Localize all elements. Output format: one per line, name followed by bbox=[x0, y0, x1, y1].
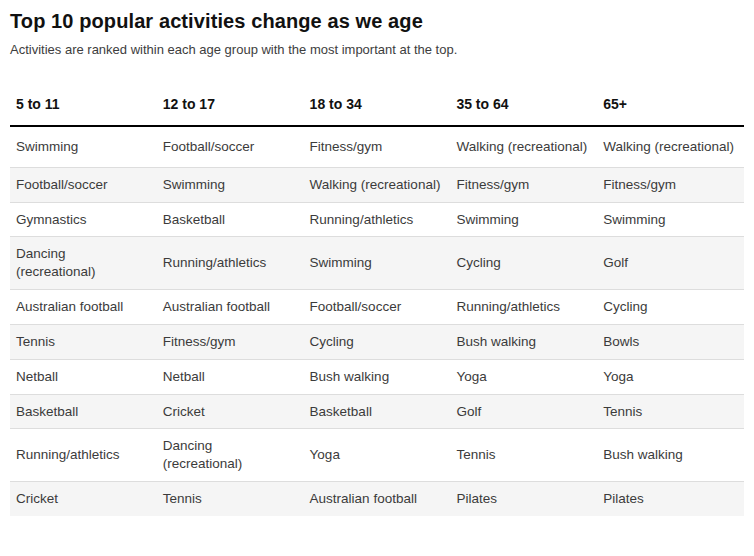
activity-cell: Swimming bbox=[157, 167, 304, 202]
activities-rank-table: 5 to 1112 to 1718 to 3435 to 6465+ Swimm… bbox=[10, 94, 744, 516]
activity-cell: Tennis bbox=[157, 481, 304, 515]
activity-cell: Basketball bbox=[10, 394, 157, 429]
page-subtitle: Activities are ranked within each age gr… bbox=[10, 42, 744, 57]
activity-cell: Yoga bbox=[304, 429, 451, 482]
activity-cell: Running/athletics bbox=[157, 237, 304, 290]
activity-cell: Cricket bbox=[10, 481, 157, 515]
column-header-age-group: 12 to 17 bbox=[157, 94, 304, 126]
activity-cell: Gymnastics bbox=[10, 202, 157, 237]
table-row-rank-6: TennisFitness/gymCyclingBush walkingBowl… bbox=[10, 324, 744, 359]
page: Top 10 popular activities change as we a… bbox=[0, 0, 754, 556]
table-row-rank-5: Australian footballAustralian footballFo… bbox=[10, 290, 744, 325]
activity-cell: Running/athletics bbox=[304, 202, 451, 237]
activity-cell: Cycling bbox=[450, 237, 597, 290]
activity-cell: Netball bbox=[10, 359, 157, 394]
table-header: 5 to 1112 to 1718 to 3435 to 6465+ bbox=[10, 94, 744, 126]
table-row-rank-2: Football/soccerSwimmingWalking (recreati… bbox=[10, 167, 744, 202]
activity-cell: Swimming bbox=[597, 202, 744, 237]
table-body: SwimmingFootball/soccerFitness/gymWalkin… bbox=[10, 126, 744, 516]
table-row-rank-1: SwimmingFootball/soccerFitness/gymWalkin… bbox=[10, 126, 744, 167]
activity-cell: Basketball bbox=[304, 394, 451, 429]
activity-cell: Bush walking bbox=[450, 324, 597, 359]
table-row-rank-3: GymnasticsBasketballRunning/athleticsSwi… bbox=[10, 202, 744, 237]
activity-cell: Fitness/gym bbox=[304, 126, 451, 167]
activity-cell: Walking (recreational) bbox=[597, 126, 744, 167]
activity-cell: Golf bbox=[450, 394, 597, 429]
activity-cell: Swimming bbox=[10, 126, 157, 167]
activity-cell: Dancing (recreational) bbox=[10, 237, 157, 290]
table-row-rank-8: BasketballCricketBasketballGolfTennis bbox=[10, 394, 744, 429]
activity-cell: Football/soccer bbox=[10, 167, 157, 202]
activity-cell: Australian football bbox=[10, 290, 157, 325]
page-title: Top 10 popular activities change as we a… bbox=[10, 10, 744, 33]
table-row-rank-10: CricketTennisAustralian footballPilatesP… bbox=[10, 481, 744, 515]
activity-cell: Australian football bbox=[304, 481, 451, 515]
table-row-rank-7: NetballNetballBush walkingYogaYoga bbox=[10, 359, 744, 394]
activity-cell: Swimming bbox=[304, 237, 451, 290]
table-header-row: 5 to 1112 to 1718 to 3435 to 6465+ bbox=[10, 94, 744, 126]
activity-cell: Pilates bbox=[597, 481, 744, 515]
activity-cell: Basketball bbox=[157, 202, 304, 237]
activity-cell: Running/athletics bbox=[10, 429, 157, 482]
activity-cell: Dancing (recreational) bbox=[157, 429, 304, 482]
activity-cell: Football/soccer bbox=[304, 290, 451, 325]
column-header-age-group: 18 to 34 bbox=[304, 94, 451, 126]
activity-cell: Tennis bbox=[597, 394, 744, 429]
activity-cell: Swimming bbox=[450, 202, 597, 237]
column-header-age-group: 5 to 11 bbox=[10, 94, 157, 126]
activity-cell: Cricket bbox=[157, 394, 304, 429]
activity-cell: Netball bbox=[157, 359, 304, 394]
activity-cell: Yoga bbox=[450, 359, 597, 394]
activity-cell: Bush walking bbox=[304, 359, 451, 394]
activity-cell: Australian football bbox=[157, 290, 304, 325]
activity-cell: Tennis bbox=[10, 324, 157, 359]
column-header-age-group: 65+ bbox=[597, 94, 744, 126]
activity-cell: Bowls bbox=[597, 324, 744, 359]
activity-cell: Fitness/gym bbox=[450, 167, 597, 202]
activity-cell: Golf bbox=[597, 237, 744, 290]
activity-cell: Fitness/gym bbox=[597, 167, 744, 202]
activity-cell: Cycling bbox=[597, 290, 744, 325]
activity-cell: Yoga bbox=[597, 359, 744, 394]
activity-cell: Running/athletics bbox=[450, 290, 597, 325]
table-row-rank-4: Dancing (recreational)Running/athleticsS… bbox=[10, 237, 744, 290]
table-row-rank-9: Running/athleticsDancing (recreational)Y… bbox=[10, 429, 744, 482]
activity-cell: Tennis bbox=[450, 429, 597, 482]
activity-cell: Walking (recreational) bbox=[304, 167, 451, 202]
activity-cell: Football/soccer bbox=[157, 126, 304, 167]
activity-cell: Pilates bbox=[450, 481, 597, 515]
activity-cell: Cycling bbox=[304, 324, 451, 359]
activity-cell: Bush walking bbox=[597, 429, 744, 482]
activity-cell: Fitness/gym bbox=[157, 324, 304, 359]
column-header-age-group: 35 to 64 bbox=[450, 94, 597, 126]
activity-cell: Walking (recreational) bbox=[450, 126, 597, 167]
